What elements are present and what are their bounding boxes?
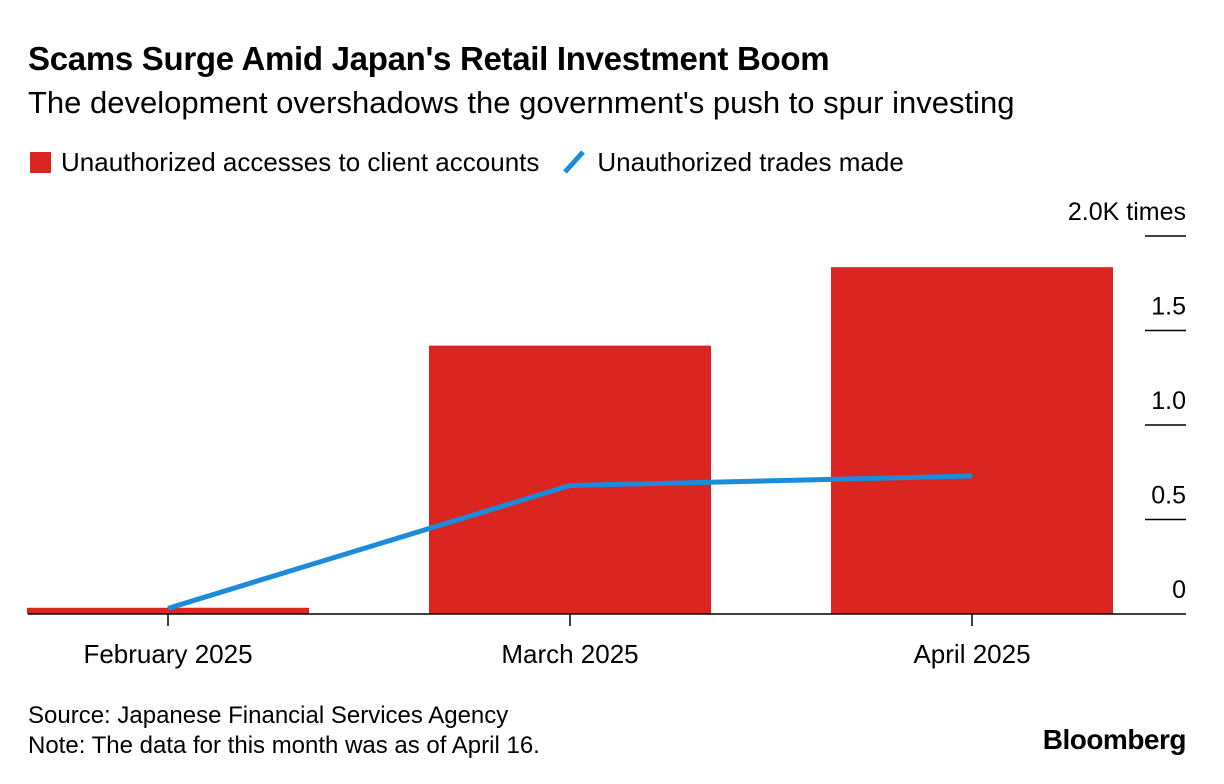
y-tick-label: 0 bbox=[1172, 576, 1186, 604]
legend-item-accesses: Unauthorized accesses to client accounts bbox=[30, 147, 539, 178]
y-tick-label: 2.0K times bbox=[1068, 198, 1186, 226]
legend-label-accesses: Unauthorized accesses to client accounts bbox=[61, 146, 540, 177]
data-note: Note: The data for this month was as of … bbox=[28, 732, 540, 759]
source-note: Source: Japanese Financial Services Agen… bbox=[28, 702, 509, 729]
legend-label-trades: Unauthorized trades made bbox=[597, 146, 904, 177]
bar-february-2025 bbox=[27, 607, 309, 614]
legend-line-swatch bbox=[563, 150, 586, 174]
chart-area: 0 0.5 1.0 1.5 2.0K times February 2025 March 2… bbox=[27, 198, 1186, 669]
bar-april-2025 bbox=[831, 267, 1113, 614]
y-tick-label: 1.5 bbox=[1151, 293, 1186, 321]
x-tick-label: April 2025 bbox=[913, 639, 1030, 669]
legend-bar-swatch bbox=[30, 151, 51, 173]
chart-subtitle: The development overshadows the governme… bbox=[28, 85, 1015, 120]
legend: Unauthorized accesses to client accounts… bbox=[30, 146, 926, 178]
bloomberg-logo: Bloomberg bbox=[1042, 724, 1187, 755]
y-tick-label: 0.5 bbox=[1151, 482, 1186, 510]
x-tick-label: March 2025 bbox=[501, 639, 638, 669]
bar-march-2025 bbox=[429, 345, 711, 614]
legend-item-trades: Unauthorized trades made bbox=[561, 146, 904, 178]
chart-title: Scams Surge Amid Japan's Retail Investme… bbox=[28, 40, 830, 77]
y-tick-label: 1.0 bbox=[1151, 387, 1186, 415]
x-tick-label: February 2025 bbox=[83, 639, 252, 669]
